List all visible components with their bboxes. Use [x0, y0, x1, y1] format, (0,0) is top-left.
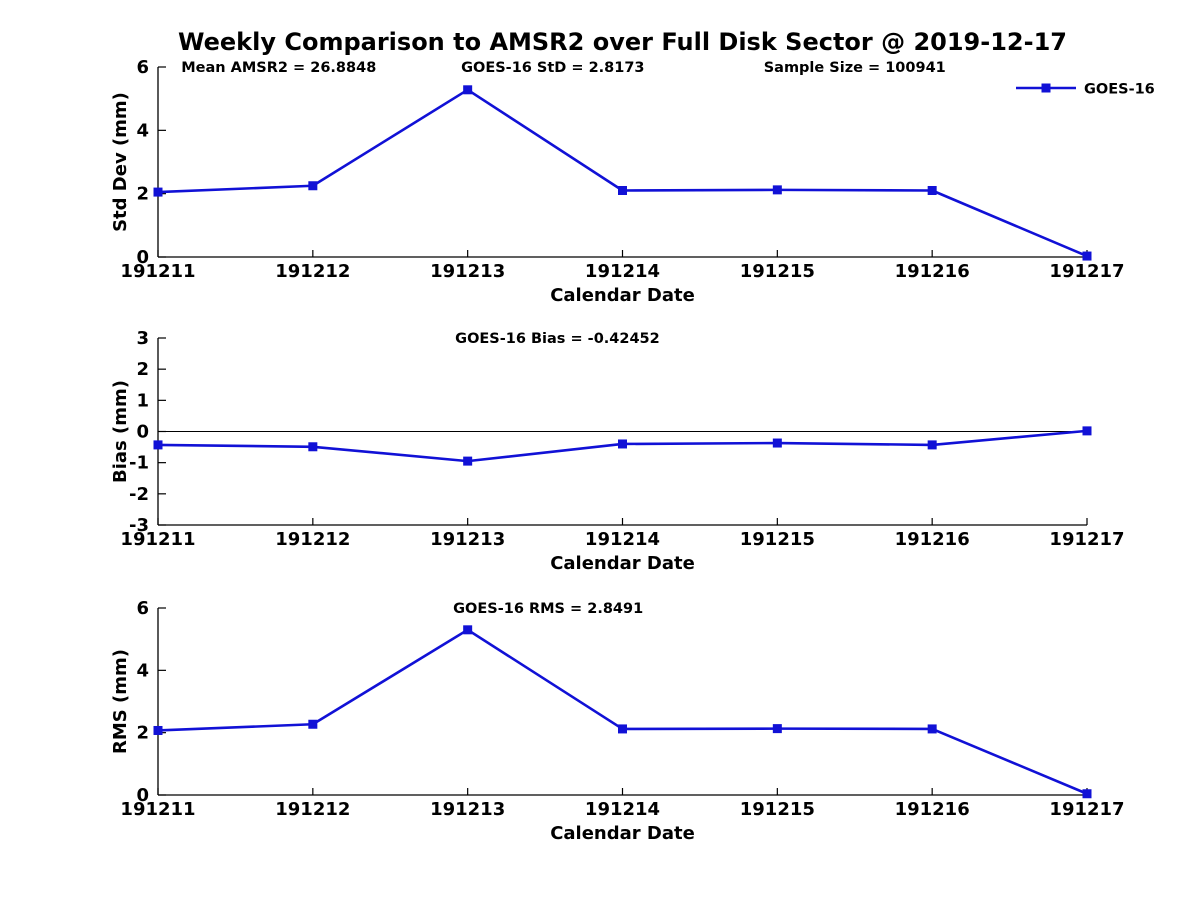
figure-title: Weekly Comparison to AMSR2 over Full Dis… [178, 28, 1067, 56]
data-point-marker [308, 442, 318, 452]
legend: GOES-16 [1016, 82, 1155, 98]
data-point-marker [308, 181, 318, 191]
annotation-text: GOES-16 Bias = -0.42452 [455, 331, 660, 347]
data-point-marker [308, 719, 318, 729]
axes: 0 2 4 6 191211 191212 191213 191214 191215 191216… [120, 57, 1124, 282]
x-tick-label: 191213 [430, 529, 505, 550]
data-point-marker [153, 187, 163, 197]
chart-rms-panel: 0 2 4 6 191211 191212 191213 191214 191215 191216… [110, 598, 1125, 844]
x-tick-label: 191216 [895, 799, 970, 820]
y-tick-label: 0 [136, 785, 149, 806]
x-tick-label: 191217 [1049, 261, 1124, 282]
y-tick-label: 4 [136, 660, 149, 681]
y-tick-label: -2 [129, 484, 149, 505]
x-tick-label: 191217 [1049, 529, 1124, 550]
x-tick-label: 191216 [895, 261, 970, 282]
y-tick-label: 0 [136, 247, 149, 268]
series-line [156, 88, 1089, 258]
x-tick-label: 191214 [585, 799, 660, 820]
data-point-marker [1082, 789, 1092, 799]
y-tick-label: 3 [136, 328, 149, 349]
x-tick-label: 191211 [120, 529, 195, 550]
x-tick-label: 191213 [430, 261, 505, 282]
data-point-marker [772, 438, 782, 448]
series-line [156, 628, 1089, 796]
data-point-marker [927, 724, 937, 734]
data-point-marker [463, 625, 473, 635]
y-axis-label: Bias (mm) [110, 380, 131, 483]
y-tick-label: 0 [136, 422, 149, 443]
data-point-marker [1082, 251, 1092, 261]
data-point-marker [772, 185, 782, 195]
x-tick-label: 191212 [275, 261, 350, 282]
y-tick-label: 1 [136, 390, 149, 411]
x-axis-label: Calendar Date [550, 823, 695, 844]
x-tick-label: 191212 [275, 529, 350, 550]
y-axis-label: Std Dev (mm) [110, 92, 131, 232]
data-point-marker [463, 456, 473, 466]
x-tick-label: 191213 [430, 799, 505, 820]
x-tick-label: 191211 [120, 261, 195, 282]
data-point-marker [153, 725, 163, 735]
axes: -3 -2 -1 0 1 2 3 191211 191212 191213 191214 191215… [120, 328, 1124, 550]
y-tick-label: 6 [136, 598, 149, 619]
chart-bias-panel: -3 -2 -1 0 1 2 3 191211 191212 191213 191214 191215… [110, 328, 1125, 574]
data-point-marker [927, 440, 937, 450]
x-axis-label: Calendar Date [550, 285, 695, 306]
axes: 0 2 4 6 191211 191212 191213 191214 191215 191216… [120, 598, 1124, 820]
annotation-text: Mean AMSR2 = 26.8848 [181, 60, 376, 76]
data-point-marker [772, 724, 782, 734]
x-tick-label: 191215 [740, 799, 815, 820]
y-tick-label: 6 [136, 57, 149, 78]
annotation-text: GOES-16 RMS = 2.8491 [453, 601, 643, 617]
legend-label: GOES-16 [1084, 82, 1155, 98]
y-tick-label: 2 [136, 723, 149, 744]
data-point-marker [463, 85, 473, 95]
data-point-marker [618, 186, 627, 195]
annotation-text: GOES-16 StD = 2.8173 [461, 60, 644, 76]
data-point-marker [153, 440, 163, 450]
data-point-marker [927, 186, 937, 195]
data-point-marker [618, 439, 627, 449]
legend-marker [1041, 83, 1051, 93]
x-tick-label: 191215 [740, 529, 815, 550]
x-tick-label: 191212 [275, 799, 350, 820]
x-tick-label: 191215 [740, 261, 815, 282]
x-axis-label: Calendar Date [550, 553, 695, 574]
data-point-marker [1082, 426, 1092, 436]
y-tick-label: 4 [136, 120, 149, 141]
y-tick-label: -3 [129, 515, 149, 536]
y-tick-label: 2 [136, 184, 149, 205]
chart-std-dev-panel: 0 2 4 6 191211 191212 191213 191214 191215 191216… [110, 57, 1155, 306]
y-axis-label: RMS (mm) [110, 649, 131, 754]
x-tick-label: 191217 [1049, 799, 1124, 820]
x-tick-label: 191214 [585, 261, 660, 282]
data-point-marker [618, 724, 627, 734]
x-tick-label: 191216 [895, 529, 970, 550]
x-tick-label: 191214 [585, 529, 660, 550]
x-tick-label: 191211 [120, 799, 195, 820]
y-tick-label: 2 [136, 359, 149, 380]
y-tick-label: -1 [129, 453, 149, 474]
annotation-text: Sample Size = 100941 [764, 60, 946, 76]
